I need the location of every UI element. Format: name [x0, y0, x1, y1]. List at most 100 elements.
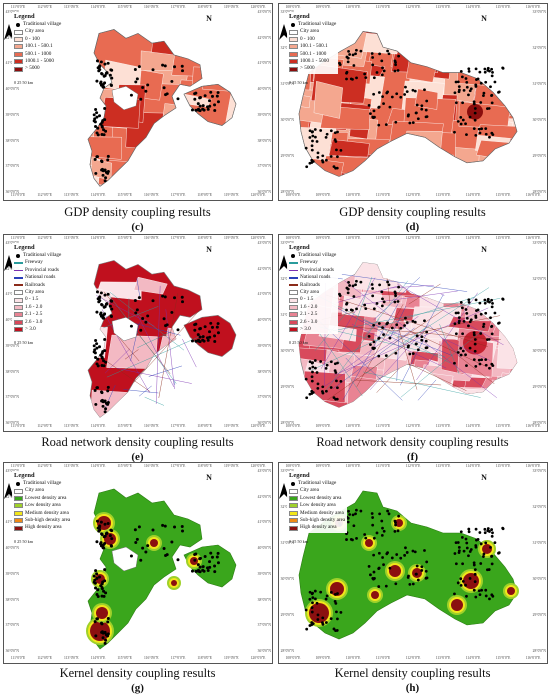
lon-tick-label: 115°0'0"E	[495, 656, 511, 660]
legend-item: 0 - 1.5	[289, 296, 336, 303]
legend-swatch	[14, 312, 23, 318]
north-arrow-icon: N	[206, 473, 212, 482]
legend-swatch	[14, 510, 23, 516]
legend-swatch	[14, 44, 23, 50]
lat-tick-label: 39°0'0"N	[5, 112, 19, 117]
legend-item: City area	[289, 28, 336, 35]
lon-tick-label: 110°0'0"E	[345, 193, 361, 197]
lat-tick-label: 38°0'0"N	[257, 138, 271, 143]
lon-tick-label: 111°0'0"E	[375, 236, 391, 240]
legend-swatch	[289, 59, 298, 65]
lat-tick-label: 39°0'0"N	[5, 571, 19, 576]
legend-item: City area	[289, 289, 336, 296]
lon-tick-label: 112°0'0"E	[37, 5, 52, 9]
lat-tick-label: 41°0'0"N	[257, 292, 271, 297]
lon-tick-label: 117°0'0"E	[170, 656, 186, 660]
legend-label: 1000.1 - 5000	[300, 57, 329, 64]
north-arrow-icon: N	[206, 245, 212, 254]
lon-tick-label: 117°0'0"E	[170, 236, 186, 240]
scale-bar: 0 25 50 km	[14, 79, 33, 85]
panel-g: N 111°0'0"E 112°0'0"E 113°0'0"E 114°0'0"E 115…	[0, 460, 275, 695]
legend-swatch	[289, 525, 298, 531]
lon-tick-label: 120°0'0"E	[250, 193, 266, 197]
scale-bar: 0 25 50 km	[289, 79, 308, 85]
legend-label: National roads	[25, 274, 56, 281]
panel-c: N 111°0'0"E 112°0'0"E 113°0'0"E 114°0'0"E 115…	[0, 0, 275, 233]
lon-tick-label: 116°0'0"E	[525, 464, 541, 468]
lat-tick-label: 37°0'0"N	[5, 395, 19, 400]
map-f: N 108°0'0"E 109°0'0"E 110°0'0"E 111°0'0"E 112…	[278, 234, 548, 432]
legend-swatch	[14, 525, 23, 531]
lon-tick-label: 113°0'0"E	[435, 656, 451, 660]
legend-swatch	[14, 51, 23, 57]
legend: Legend Traditional village City area Lowest…	[12, 471, 73, 533]
lon-tick-label: 118°0'0"E	[197, 424, 212, 428]
legend-label: 100.1 - 500.1	[25, 43, 53, 50]
legend-label: City area	[300, 487, 319, 494]
lon-tick-label: 113°0'0"E	[435, 424, 451, 428]
legend-title: Legend	[289, 244, 310, 251]
legend-item: Traditional village	[289, 252, 336, 259]
lon-tick-label: 119°0'0"E	[224, 464, 239, 468]
scale-bar: 0 25 50 km	[289, 538, 308, 544]
legend-swatch	[289, 510, 298, 516]
lon-tick-label: 115°0'0"E	[117, 656, 132, 660]
legend-swatch	[289, 518, 298, 524]
legend-item: 1000.1 - 5000	[289, 58, 336, 65]
lon-tick-label: 111°0'0"E	[10, 236, 26, 240]
bottom-tick-labels: 111°0'0"E 112°0'0"E 113°0'0"E 114°0'0"E 115°…	[4, 193, 272, 199]
bottom-tick-labels: 108°0'0"E 109°0'0"E 110°0'0"E 111°0'0"E 112°…	[279, 193, 547, 199]
lon-tick-label: 119°0'0"E	[224, 424, 239, 428]
lat-tick-label: 33°0'0"N	[532, 469, 546, 473]
lon-tick-label: 111°0'0"E	[375, 424, 391, 428]
lon-tick-label: 116°0'0"E	[144, 193, 159, 197]
lon-tick-label: 112°0'0"E	[37, 464, 52, 468]
lon-tick-label: 115°0'0"E	[117, 236, 132, 240]
lon-tick-label: 115°0'0"E	[495, 424, 511, 428]
road-line-swatch	[14, 269, 23, 272]
lat-tick-label: 40°0'0"N	[257, 546, 271, 551]
lon-tick-label: 118°0'0"E	[197, 656, 212, 660]
legend-swatch	[289, 29, 298, 35]
lat-tick-label: 29°0'0"N	[532, 154, 546, 158]
village-dot-icon	[291, 253, 295, 258]
lat-tick-label: 30°0'0"N	[532, 577, 546, 581]
lat-tick-label: 28°0'0"N	[532, 190, 546, 194]
legend-label: 0 - 1.5	[25, 296, 39, 303]
legend-swatch	[289, 51, 298, 57]
legend-item: City area	[289, 487, 345, 494]
legend-label: 1000.1 - 5000	[25, 57, 54, 64]
right-tick-labels: 33°0'0"N 32°0'0"N 31°0'0"N 30°0'0"N 29°0'0"N…	[532, 463, 546, 663]
legend-label: 2.1 - 2.5	[25, 311, 43, 318]
lon-tick-label: 108°0'0"E	[285, 236, 301, 240]
legend-label: Medium density area	[300, 509, 344, 516]
lon-tick-label: 113°0'0"E	[64, 193, 79, 197]
lat-tick-label: 41°0'0"N	[257, 61, 271, 66]
legend-item: > 3.0	[289, 326, 336, 333]
lat-tick-label: 42°0'0"N	[257, 494, 271, 499]
legend-item: 0 - 100	[14, 36, 61, 43]
legend-title: Legend	[14, 13, 35, 20]
lat-tick-label: 40°0'0"N	[257, 87, 271, 92]
caption-e: Road network density coupling results	[41, 435, 234, 449]
legend-item: 2.1 - 2.5	[14, 311, 61, 318]
village-dot-icon	[16, 253, 20, 258]
legend-label: > 5000	[300, 65, 315, 72]
north-arrow-shape	[279, 255, 289, 271]
legend-item: 2.1 - 2.5	[289, 311, 336, 318]
bottom-tick-labels: 108°0'0"E 109°0'0"E 110°0'0"E 111°0'0"E 112°…	[279, 656, 547, 662]
caption-g: Kernel density coupling results	[59, 666, 216, 680]
lon-tick-label: 118°0'0"E	[197, 464, 212, 468]
village-dot-icon	[291, 481, 295, 486]
legend-item: Railroads	[289, 282, 336, 289]
lon-tick-label: 115°0'0"E	[495, 193, 511, 197]
legend-item: 1000.1 - 5000	[14, 58, 61, 65]
legend-swatch	[14, 503, 23, 509]
lon-tick-label: 116°0'0"E	[144, 656, 159, 660]
lat-tick-label: 37°0'0"N	[257, 395, 271, 400]
legend-item: 2.6 - 3.0	[14, 319, 61, 326]
north-arrow-shape	[4, 255, 14, 271]
lat-tick-label: 31°0'0"N	[280, 82, 294, 86]
road-line-swatch	[14, 284, 23, 287]
lon-tick-label: 114°0'0"E	[90, 464, 106, 468]
